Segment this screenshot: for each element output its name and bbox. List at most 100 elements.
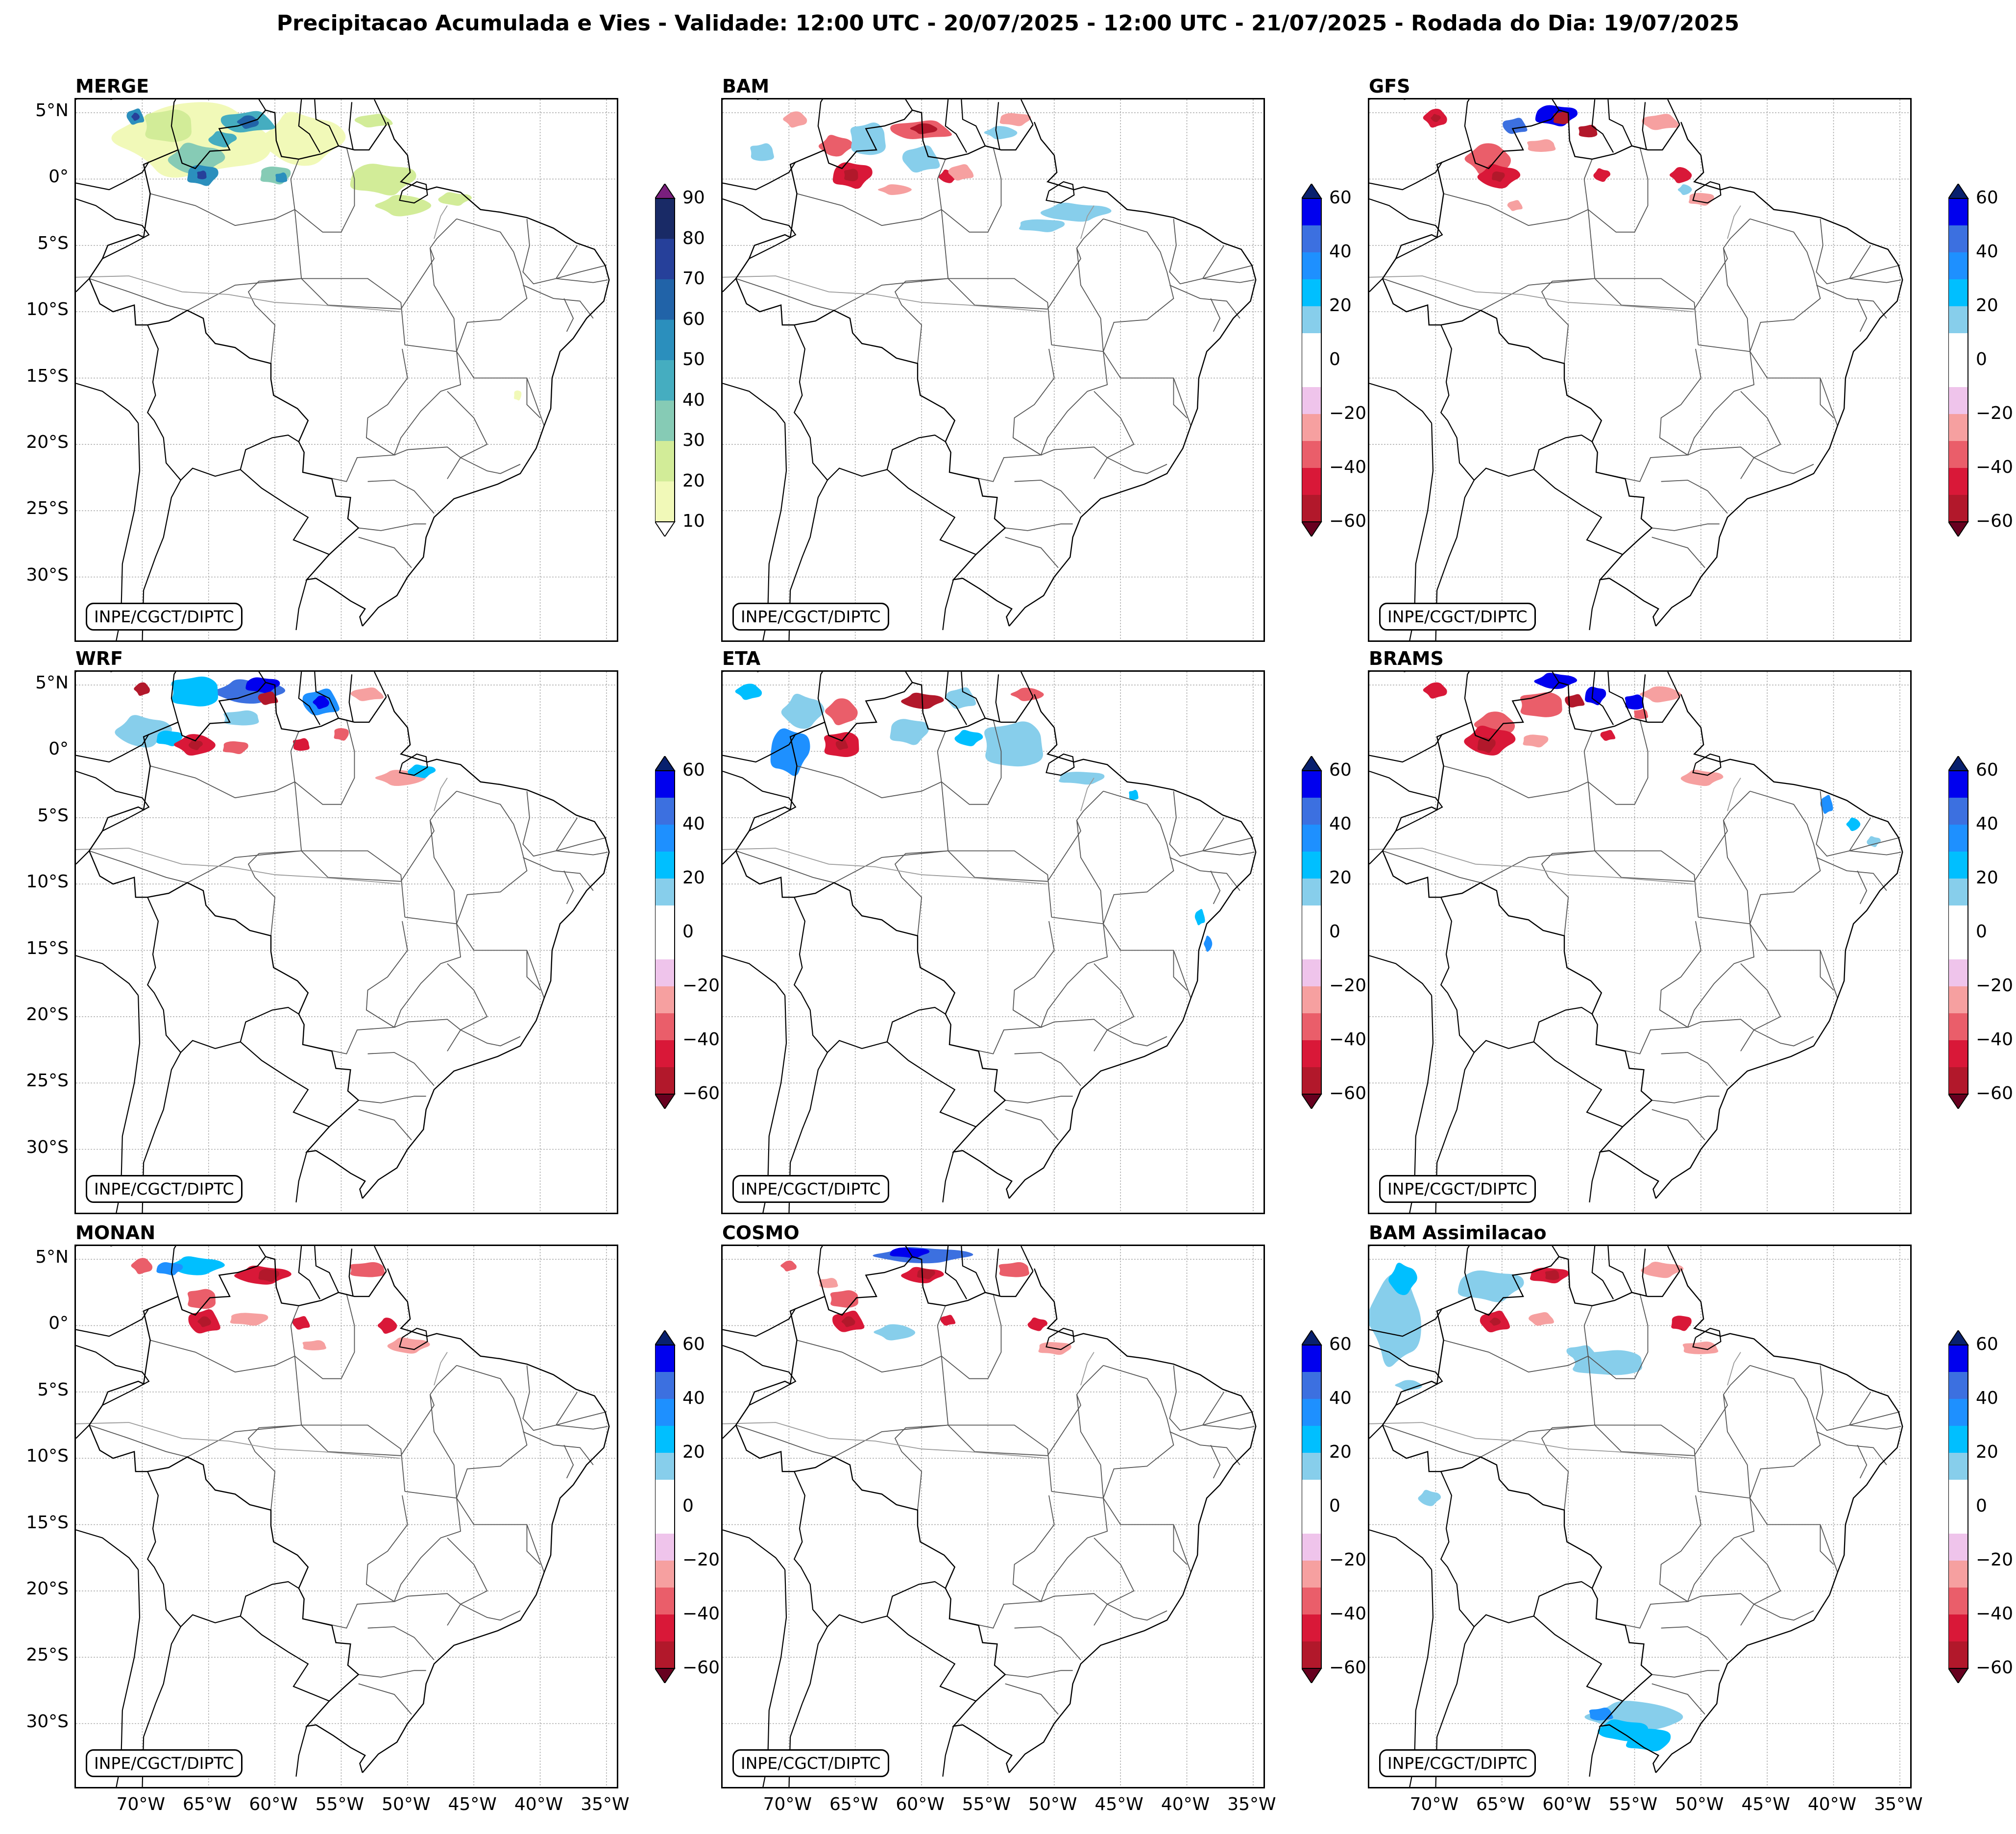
colorbar-tick-label: −40 [1976,1604,2013,1624]
precip-field [438,192,472,206]
colorbar-swatch [655,825,675,852]
coastline [1369,770,1443,865]
colorbar-extend-max [1301,183,1322,199]
precip-field [1423,682,1447,699]
lon-tick-label: 45°W [1741,1794,1790,1814]
lat-tick-label: 30°S [26,1711,69,1732]
country-border [1382,109,1680,627]
colorbar-swatch [1302,1641,1321,1669]
state-border [1047,1365,1104,1456]
state-border [947,1424,1048,1456]
state-border [1382,1424,1481,1458]
precip-field [375,195,432,217]
state-border [1103,218,1174,352]
colorbar-swatch [1948,1372,1968,1399]
state-border [1583,159,1596,279]
precip-field [998,1262,1029,1277]
country-border [76,161,149,191]
lon-tick-label: 50°W [1028,1794,1077,1814]
state-border [1076,248,1104,352]
colorbar-swatch [655,1040,675,1068]
precip-field [1600,730,1616,741]
colorbar-swatch [655,400,675,441]
lon-tick-label: 35°W [1227,1794,1276,1814]
colorbar-extend-min [1947,1668,1969,1684]
lat-tick-label: 20°S [26,1578,69,1599]
colorbar-tick-label: −20 [682,976,720,996]
colorbar-tick-label: 40 [1976,242,1998,262]
country-border [1369,955,1433,996]
state-border [1594,278,1695,310]
colorbar-scale [1301,183,1322,538]
state-border [1076,1394,1104,1498]
state-border [1169,857,1240,891]
country-border [76,1308,149,1337]
precip-field [984,126,1018,140]
state-border [394,446,521,474]
state-border [89,850,188,883]
colorbar-swatch [1948,959,1968,987]
colorbar-tick-label: 20 [682,868,705,888]
colorbar-tick-label: 0 [1976,922,1987,942]
colorbar-swatch [655,239,675,280]
lat-tick-label: 5°S [37,233,69,253]
colorbar-swatch [655,319,675,361]
colorbar [1947,183,1978,538]
panel-title: MONAN [75,1222,156,1244]
country-border [723,1529,786,1570]
state-border [1012,348,1055,456]
colorbar-tick-label: 20 [682,1442,705,1462]
state-border [294,1294,355,1379]
country-border [1382,682,1680,1199]
map-canvas [723,99,1263,640]
country-border [788,1626,828,1787]
lat-tick-label: 5°N [35,673,69,693]
country-border [886,469,976,555]
state-border [1849,265,1900,279]
precip-field [187,1289,216,1309]
colorbar-swatch [655,1641,675,1669]
colorbar-tick-label: 20 [1329,295,1352,316]
country-border [146,324,299,481]
lat-tick-label: 10°S [26,1446,69,1467]
coastline [1692,753,1722,776]
colorbar-swatch [1302,879,1321,906]
country-border [314,1246,339,1293]
state-border [1749,1497,1838,1573]
lon-tick-label: 50°W [382,1794,431,1814]
state-border [1014,480,1081,514]
state-border [358,1109,412,1141]
colorbar-tick-label: 20 [1976,868,1998,888]
country-border [1464,672,1472,723]
lon-tick-label: 45°W [1094,1794,1143,1814]
panel-title: WRF [75,648,123,669]
colorbar-tick-label: 50 [682,349,705,369]
colorbar-swatch [1302,1561,1321,1588]
colorbar-swatch [1948,1040,1968,1068]
state-border [1849,837,1900,852]
precip-field [781,693,825,729]
credit-badge: INPE/CGCT/DIPTC [86,603,243,631]
state-border [456,1365,528,1498]
colorbar-tick-label: −60 [682,1083,720,1103]
precip-field [1059,772,1105,785]
state-border [294,147,355,233]
state-border [1173,378,1188,418]
colorbar-tick-label: −60 [1976,1083,2013,1103]
precip-field [1677,184,1692,196]
country-border [348,1248,354,1297]
state-border [187,1424,302,1458]
colorbar-tick-label: 0 [1329,349,1340,369]
colorbar-tick-label: 0 [1976,349,1987,369]
state-border [290,731,302,851]
colorbar-extend-min [654,521,676,538]
country-border [1642,102,1647,150]
state-border [150,193,295,226]
colorbar-swatch [655,1426,675,1453]
state-border [723,848,1046,885]
country-border [1020,1246,1034,1272]
country-border [945,99,968,153]
precip-field [1507,200,1523,211]
colorbar-swatch [655,198,675,239]
state-border [1005,537,1059,568]
